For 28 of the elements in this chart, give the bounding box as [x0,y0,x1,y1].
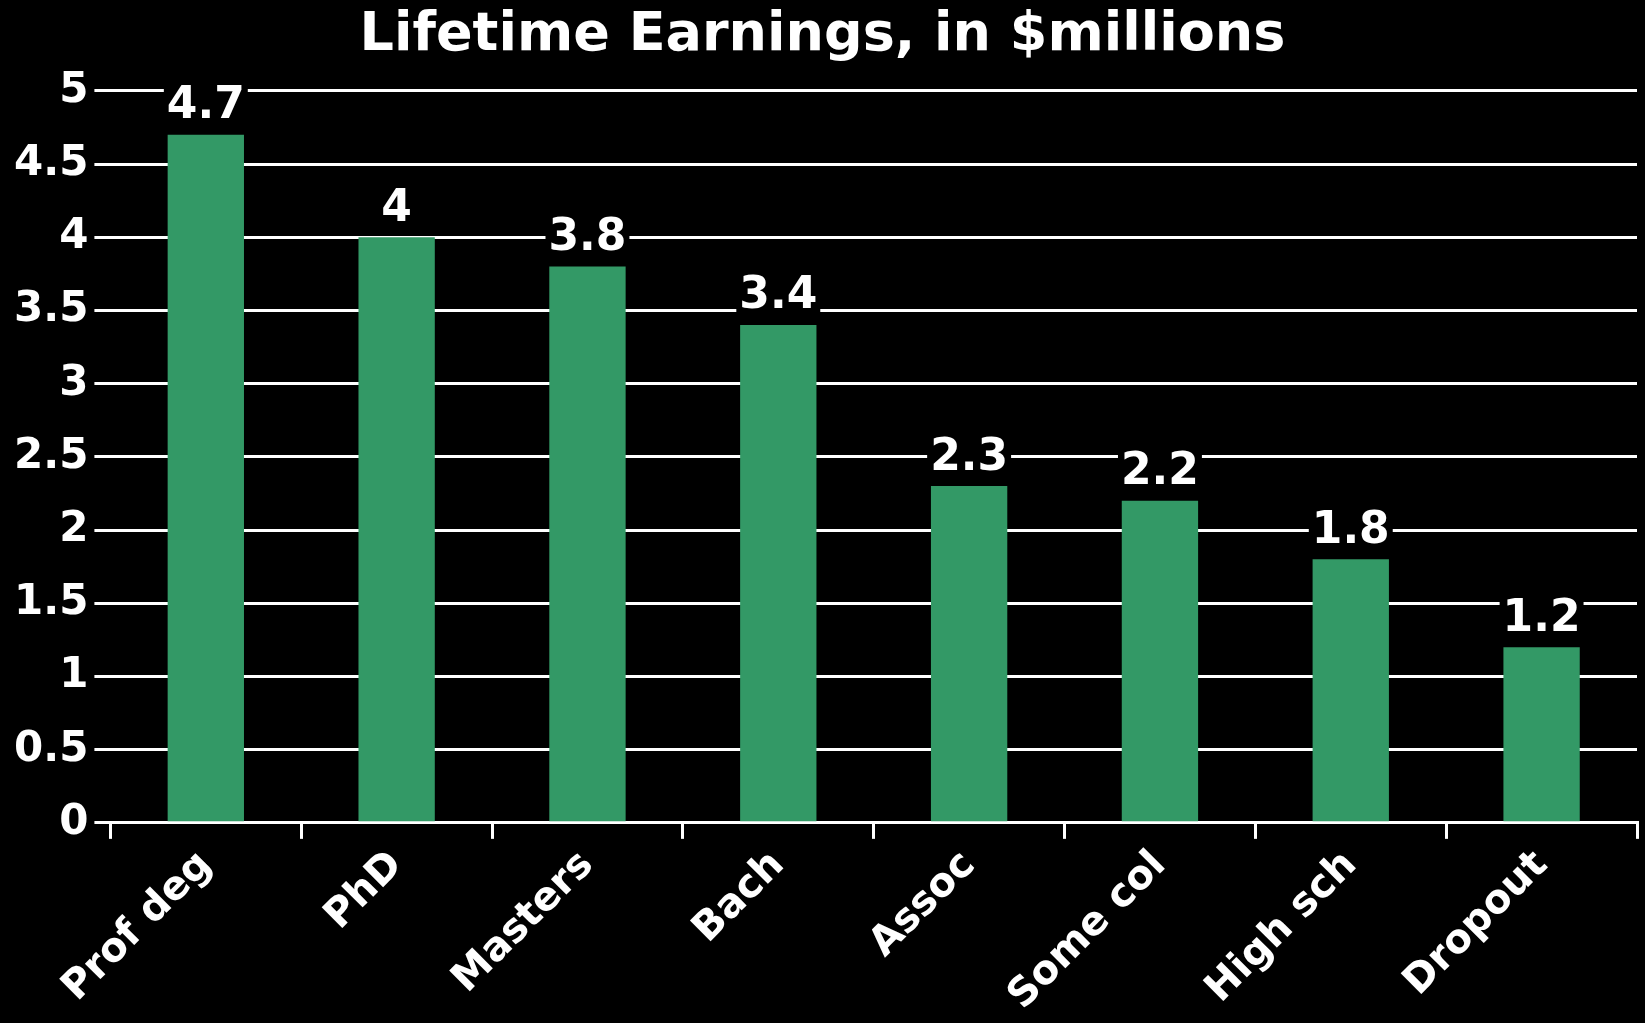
y-tick-label: 2 [59,501,89,551]
bar [930,486,1008,822]
chart-title: Lifetime Earnings, in $millions [359,0,1286,64]
y-tick-label: 1.5 [14,575,89,625]
bar [1121,500,1199,822]
bar [740,325,817,822]
y-tick-label: 0.5 [14,721,89,771]
data-label: 3.4 [739,267,818,319]
bar [1312,559,1389,822]
bar [1503,647,1580,822]
y-tick-label: 4 [59,209,89,259]
data-label: 2.3 [930,428,1009,480]
bar [167,134,244,822]
y-tick-label: 3 [59,355,89,405]
y-tick-label: 1 [59,648,89,698]
y-tick-label: 4.5 [14,135,89,185]
data-label: 4 [381,179,412,231]
data-label: 2.2 [1120,443,1199,495]
bar [549,266,626,822]
data-label: 4.7 [166,77,245,129]
y-tick-label: 5 [59,62,89,112]
y-tick-label: 3.5 [14,282,89,332]
data-label: 3.8 [548,208,627,260]
bar [358,237,435,822]
y-tick-label: 2.5 [14,428,89,478]
data-label: 1.2 [1502,589,1581,641]
data-label: 1.8 [1311,501,1390,553]
y-tick-label: 0 [59,794,89,844]
